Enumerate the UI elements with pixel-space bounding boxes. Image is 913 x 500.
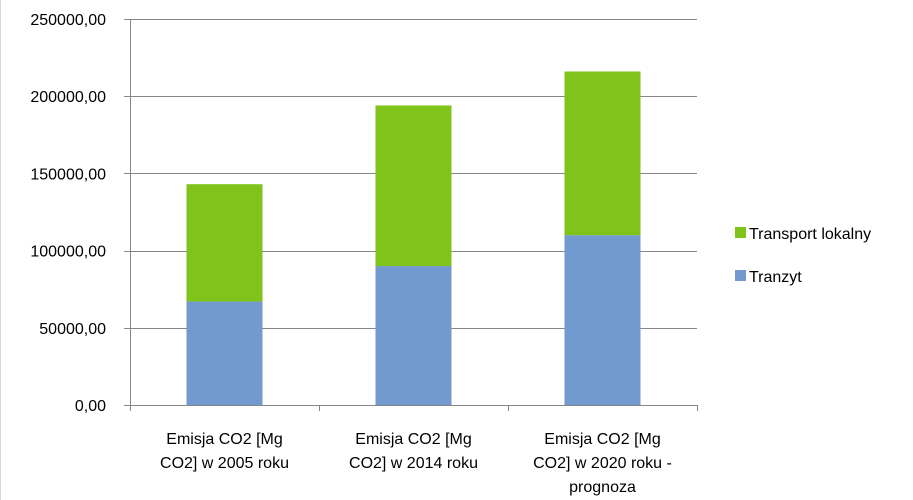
bar-segment-tranzyt bbox=[564, 235, 641, 405]
x-category-label: Emisja CO2 [Mg CO2] w 2020 roku -prognoza bbox=[533, 431, 672, 496]
bar-segment-tranzyt bbox=[375, 266, 452, 405]
y-tick-label: 50000,00 bbox=[39, 321, 106, 338]
bar-segment-transport-lokalny bbox=[375, 105, 452, 267]
y-tick-labels: 0,00 50000,00 100000,00 150000,00 200000,00 2… bbox=[30, 12, 106, 415]
x-category-label: Emisja CO2 [Mg CO2] w 2005 roku bbox=[160, 431, 289, 472]
y-tick-label: 250000,00 bbox=[30, 12, 106, 29]
legend-swatch bbox=[735, 227, 746, 238]
legend-label: Transport lokalny bbox=[749, 226, 871, 243]
bars bbox=[186, 71, 641, 405]
legend: Transport lokalny Tranzyt bbox=[735, 226, 871, 286]
x-category-label: Emisja CO2 [Mg CO2] w 2014 roku bbox=[349, 431, 478, 472]
y-tick-label: 0,00 bbox=[75, 398, 106, 415]
y-tick-label: 200000,00 bbox=[30, 89, 106, 106]
y-tick-label: 100000,00 bbox=[30, 244, 106, 261]
legend-swatch bbox=[735, 270, 746, 281]
y-tick-label: 150000,00 bbox=[30, 166, 106, 183]
bar-segment-transport-lokalny bbox=[564, 71, 641, 236]
x-category-labels: Emisja CO2 [Mg CO2] w 2005 roku Emisja CO2… bbox=[160, 431, 672, 496]
bar-segment-transport-lokalny bbox=[186, 184, 263, 302]
bar-segment-tranzyt bbox=[186, 301, 263, 405]
legend-label: Tranzyt bbox=[749, 269, 802, 286]
axes bbox=[124, 19, 698, 411]
